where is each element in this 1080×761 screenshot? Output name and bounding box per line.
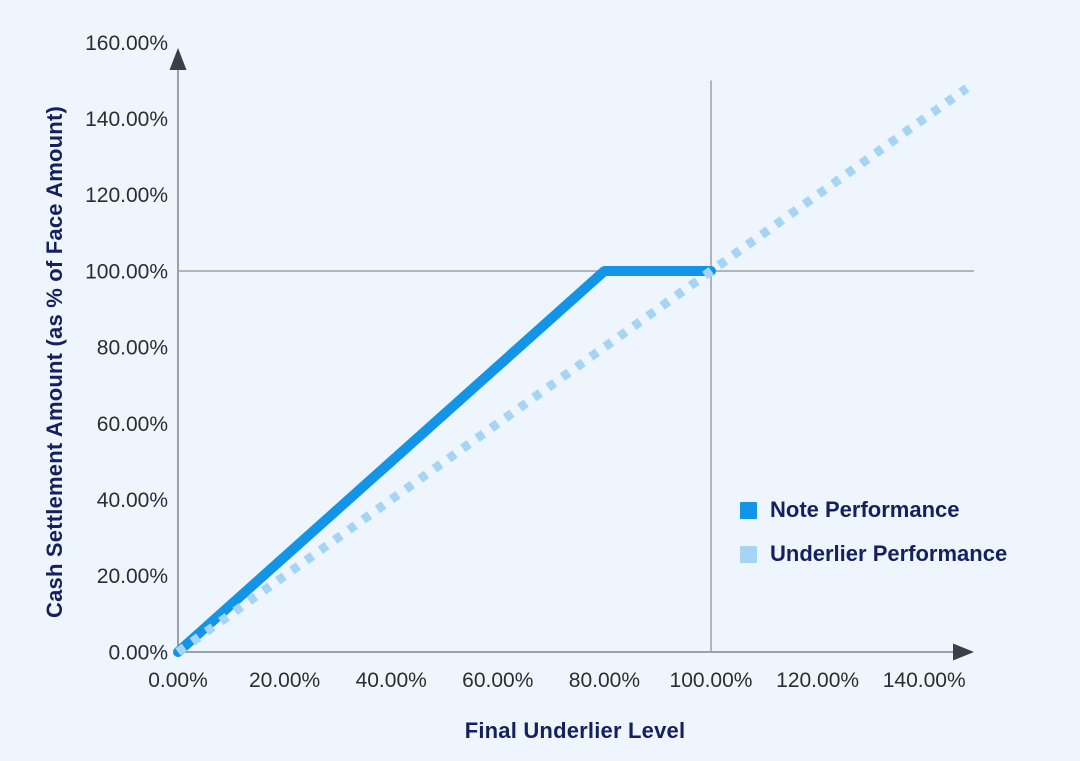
legend-item-note-performance: Note Performance [740,497,1007,523]
y-axis-title: Cash Settlement Amount (as % of Face Amo… [42,106,67,618]
y-tick-label: 120.00% [85,184,168,207]
x-tick-label: 60.00% [462,669,533,692]
y-tick-label: 100.00% [85,260,168,283]
legend: Note Performance Underlier Performance [740,497,1007,567]
y-tick-label: 80.00% [97,337,168,360]
note-performance-swatch [740,501,757,519]
legend-item-underlier-performance: Underlier Performance [740,541,1007,567]
y-tick-label: 20.00% [97,565,168,588]
x-tick-label: 40.00% [356,669,427,692]
x-tick-label: 120.00% [776,669,859,692]
underlier-performance-swatch [740,545,757,563]
y-tick-label: 140.00% [85,108,168,131]
x-tick-label: 140.00% [883,669,966,692]
y-tick-label: 0.00% [108,641,168,664]
x-tick-label: 100.00% [670,669,753,692]
y-tick-label: 40.00% [97,489,168,512]
y-tick-label: 160.00% [85,32,168,55]
y-tick-label: 60.00% [97,413,168,436]
legend-label-note-performance: Note Performance [770,497,960,522]
x-axis-title: Final Underlier Level [464,718,686,743]
legend-label-underlier-performance: Underlier Performance [770,541,1008,566]
x-tick-label: 0.00% [148,669,208,692]
x-tick-label: 20.00% [249,669,320,692]
x-tick-label: 80.00% [569,669,640,692]
